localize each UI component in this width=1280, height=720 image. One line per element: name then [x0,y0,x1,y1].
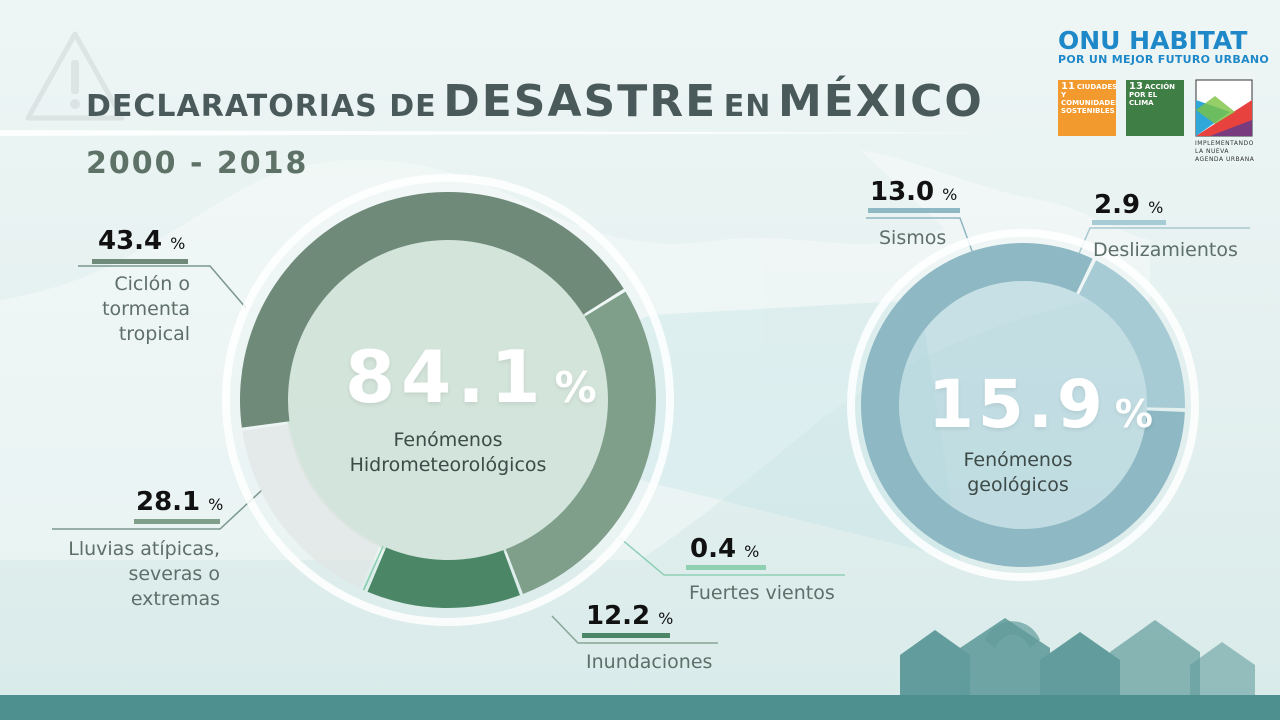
page-subtitle: 2000 - 2018 [86,146,309,181]
underline-lluvias [134,519,220,524]
value-label-vientos: 0.4% [690,534,759,564]
geo-total-value: 15.9 [928,366,1107,443]
unit-lluvias: % [208,495,224,514]
sdg-13-text: ACCIÓN POR EL CLIMA [1129,83,1176,107]
slice-fuertes-vientos [362,545,384,591]
hidro-group-label: Fenómenos Hidrometeorológicos [349,429,547,476]
underline-vientos [686,565,766,570]
sdg-11-text: CIUDADES Y COMUNIDADES SOSTENIBLES [1061,83,1116,115]
sdg-11-badge: 11 CIUDADES Y COMUNIDADES SOSTENIBLES [1058,80,1116,136]
slice-label-deslizamientos: Deslizamientos [1093,239,1238,261]
nau-tagline: IMPLEMENTANDO LA NUEVA AGENDA URBANA [1195,140,1255,163]
slice-lluvias-atipicas-severas-o-extremas [505,291,656,594]
value-label-sismos: 13.0% [870,177,957,207]
value-vientos: 0.4 [690,534,737,564]
unit-inundaciones: % [658,609,674,628]
hidro-total-unit: % [554,363,597,412]
value-lluvias: 28.1 [136,487,201,517]
sdg-13-number: 13 [1129,81,1143,92]
page-title: DECLARATORIAS DE DESASTRE EN MÉXICO [86,76,984,127]
slice-label-ciclon: Ciclón o tormenta tropical [102,273,190,345]
slice-deslizamientos [1078,260,1185,409]
value-ciclon: 43.4 [98,226,163,256]
title-part-1: DECLARATORIAS DE [86,89,437,124]
value-label-inundaciones: 12.2% [586,601,673,631]
geo-total: 15.9% [928,366,1153,443]
underline-deslizamientos [1092,220,1166,225]
underline-sismos [868,208,960,213]
unit-ciclon: % [170,234,186,253]
leader-inundaciones [551,615,718,644]
unit-deslizamientos: % [1148,198,1164,217]
onu-habitat-logo: ONU HABITAT [1058,26,1248,55]
slice-ciclon-o-tormenta-tropical [239,192,624,428]
underline-ciclon [92,259,188,264]
sdg-11-number: 11 [1061,81,1075,92]
slice-label-inundaciones: Inundaciones [586,651,713,673]
donut-geo [847,229,1199,581]
slice-label-sismos: Sismos [879,227,947,249]
slice-label-lluvias: Lluvias atípicas, severas o extremas [68,538,220,610]
slice-remainder [242,423,381,589]
title-underline [0,130,1030,136]
slice-inundaciones [367,547,520,609]
value-sismos: 13.0 [870,177,935,207]
value-deslizamientos: 2.9 [1094,190,1141,220]
bottom-bar [0,695,1280,720]
value-label-lluvias: 28.1% [136,487,223,517]
hidro-total-value: 84.1 [345,335,547,419]
donut-hidro [222,174,674,626]
title-part-2: DESASTRE [443,76,718,127]
unit-vientos: % [744,542,760,561]
slice-label-vientos: Fuertes vientos [689,582,835,604]
leader-sismos [866,217,977,263]
geo-total-unit: % [1114,392,1153,436]
underline-inundaciones [582,633,670,638]
hidro-total: 84.1% [345,335,597,419]
title-part-3: EN [723,89,772,124]
value-label-ciclon: 43.4% [98,226,185,256]
title-part-4: MÉXICO [777,76,984,127]
geo-group-label: Fenómenos geológicos [963,449,1073,496]
leader-ciclon [78,265,247,309]
onu-habitat-tagline: POR UN MEJOR FUTURO URBANO [1058,53,1270,66]
value-inundaciones: 12.2 [586,601,651,631]
value-label-deslizamientos: 2.9% [1094,190,1163,220]
value-underlines [92,208,1166,638]
sdg-13-badge: 13 ACCIÓN POR EL CLIMA [1126,80,1184,136]
unit-sismos: % [942,185,958,204]
leader-vientos [619,537,845,576]
warning-icon [25,31,125,121]
houses-illustration [900,618,1255,695]
